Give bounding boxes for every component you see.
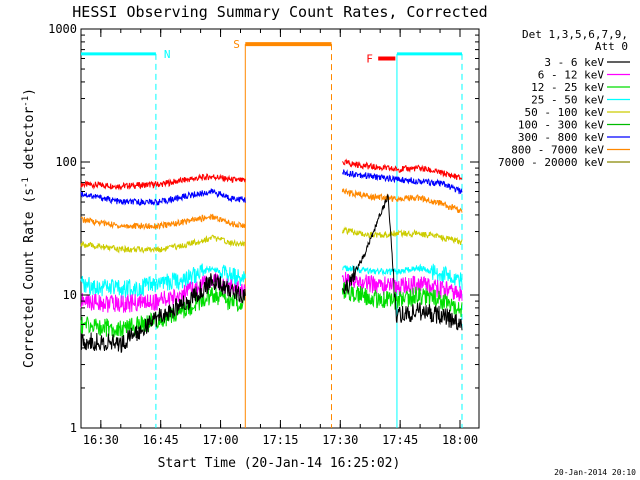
x-tick-label: 18:00	[442, 433, 478, 447]
series-line	[341, 193, 463, 331]
series-line	[80, 213, 246, 231]
y-tick-label: 1	[70, 421, 77, 435]
flare-label: F	[366, 53, 373, 66]
y-tick-label: 1000	[48, 22, 77, 36]
legend-entry-label: 300 - 800 keV	[518, 131, 604, 144]
series-300-800keV	[80, 169, 463, 207]
y-tick-label: 10	[63, 288, 77, 302]
x-tick-label: 16:45	[143, 433, 179, 447]
legend-entry-label: 100 - 300 keV	[518, 119, 604, 132]
series-line	[342, 263, 463, 288]
legend-entry-label: 12 - 25 keV	[531, 81, 604, 94]
saa-label: S	[233, 38, 240, 51]
series-line	[80, 273, 246, 353]
series-6-12keV	[80, 271, 463, 313]
timestamp: 20-Jan-2014 20:10	[554, 468, 636, 477]
legend-entry-label: 3 - 6 keV	[544, 56, 604, 69]
x-axis-label: Start Time (20-Jan-14 16:25:02)	[158, 456, 401, 471]
series-line	[80, 263, 246, 299]
y-tick-label: 100	[55, 155, 77, 169]
legend-header-1: Det 1,3,5,6,7,9,	[522, 28, 628, 41]
series-line	[80, 188, 246, 207]
y-axis-label: Corrected Count Rate (s-1 detector-1)	[21, 88, 37, 368]
series-line	[341, 187, 463, 214]
series-800-7000keV	[80, 158, 463, 191]
y-axis-label-sup1: -1	[21, 177, 31, 188]
legend-entry-label: 7000 - 20000 keV	[498, 156, 604, 169]
y-axis-label-mid: detector	[22, 107, 37, 178]
x-tick-label: 17:30	[322, 433, 358, 447]
series-12-25keV	[80, 281, 463, 338]
series-line	[80, 287, 246, 338]
x-tick-label: 17:45	[382, 433, 418, 447]
chart-title: HESSI Observing Summary Count Rates, Cor…	[72, 3, 487, 21]
legend-entry-label: 25 - 50 keV	[531, 94, 604, 107]
x-tick-label: 17:00	[202, 433, 238, 447]
series-line	[341, 169, 463, 195]
series-line	[80, 234, 246, 254]
interval-markers: N S F	[81, 38, 463, 428]
series-line	[341, 271, 463, 302]
night-label: N	[164, 48, 171, 61]
legend-entry-label: 50 - 100 keV	[525, 106, 605, 119]
series-25-50keV	[80, 263, 463, 299]
series-line	[80, 173, 246, 191]
y-axis-label-end: )	[22, 88, 37, 96]
x-axis-ticks: 16:30 16:45 17:00 17:15 17:30 17:45 18:00	[83, 29, 478, 447]
y-axis-label-sup2: -1	[21, 96, 31, 107]
y-axis-label-main: Corrected Count Rate (s	[22, 188, 37, 368]
legend-header-2: Att 0	[595, 40, 628, 53]
legend-entry-label: 800 - 7000 keV	[511, 144, 604, 157]
series-line	[341, 281, 463, 318]
x-tick-label: 17:15	[262, 433, 298, 447]
series-100-300keV	[80, 187, 463, 231]
x-tick-label: 16:30	[83, 433, 119, 447]
series-50-100keV	[80, 226, 463, 254]
series-3-6keV	[80, 193, 463, 353]
series-line	[342, 158, 463, 181]
legend-entry-label: 6 - 12 keV	[538, 69, 605, 82]
series-layer	[80, 158, 463, 353]
series-line	[341, 226, 463, 245]
y-axis-ticks: 1 10 100 1000	[48, 22, 479, 435]
